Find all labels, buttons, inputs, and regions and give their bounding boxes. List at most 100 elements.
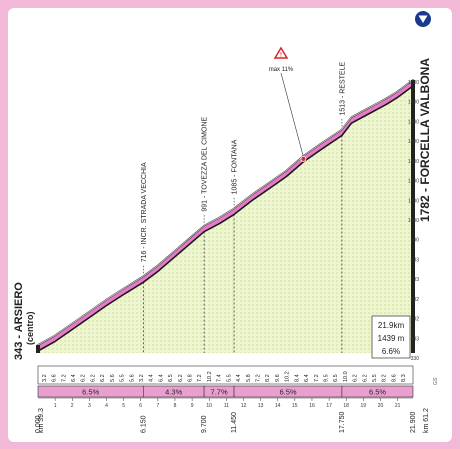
km-tick-label: 12 [241, 403, 247, 409]
road-profile [36, 79, 415, 353]
km-grade-value: 8.3 [401, 374, 407, 382]
max-grade-leader [280, 72, 304, 157]
km-tick-label: 10 [206, 403, 212, 409]
km-grade-value: 7.2 [256, 374, 262, 382]
warning-icon: ! [280, 53, 282, 59]
km-grade-value: 5.5 [372, 374, 378, 382]
km-grade-value: 8.2 [382, 374, 388, 382]
km-grade-value: 7.2 [314, 374, 320, 382]
waypoint-label: 991 - TOVEZZA DEL CIMONE [202, 117, 209, 212]
altitude-tick: 1700 [408, 80, 419, 86]
km-tick-label: 2 [71, 403, 74, 409]
section-grade-strip: 6.5% 4.3% 7.7% 6.5% 6.5% [37, 385, 414, 398]
summary-gain: 1439 m [378, 334, 405, 343]
altitude-tick: 900 [411, 238, 420, 244]
climb-area [38, 86, 413, 353]
start-name: 343 - ARSIERO [13, 282, 25, 360]
km-grade-value: 10.2 [207, 371, 213, 382]
km-tick-label: 6 [139, 403, 142, 409]
km-tick-label: 19 [361, 403, 367, 409]
km-grade-value: 6.2 [90, 374, 96, 382]
section-grade-value: 6.5% [82, 388, 99, 397]
km-tick-label: 20 [378, 403, 384, 409]
km-tick-label: 7 [157, 403, 160, 409]
km-scale-start: km 39.3 [38, 408, 45, 433]
km-grade-value: 6.2 [353, 374, 359, 382]
km-grade-value: 9.6 [275, 374, 281, 382]
km-tick-label: 9 [191, 403, 194, 409]
km-grade-value: 5.6 [110, 374, 116, 382]
waypoint-label: 1513 - RESTELE [339, 62, 346, 116]
km-mark-label: 9.700 [201, 415, 208, 433]
finish-badge-icon [415, 11, 431, 27]
altitude-tick: 532 [411, 317, 420, 323]
km-tick-label: 16 [309, 403, 315, 409]
section-grade-value: 4.3% [165, 388, 182, 397]
km-grade-value: 10.0 [343, 371, 349, 382]
km-mark-label: 21.900 [410, 411, 417, 433]
km-grade-value: 6.4 [158, 374, 164, 382]
km-mark-label: 11.450 [231, 412, 238, 433]
km-grade-value: 6.2 [178, 374, 184, 382]
waypoint-guides: 716 - INCR. STRADA VECCHIA 991 - TOVEZZA … [141, 62, 346, 353]
km-grade-value: 8.6 [391, 374, 397, 382]
max-grade-dot [300, 155, 307, 162]
km-grade-value: 9.5 [324, 374, 330, 382]
km-grade-value: 6.2 [100, 374, 106, 382]
km-grade-value: 6.4 [71, 374, 77, 382]
km-grade-value: 6.4 [304, 374, 310, 382]
km-grade-value: 6.5 [168, 374, 174, 382]
climb-area-fill [38, 86, 413, 353]
summary-distance: 21.9km [378, 321, 405, 330]
altitude-tick: 433 [411, 336, 420, 342]
altitude-tick: 733 [411, 277, 420, 283]
section-grade-value: 6.5% [279, 388, 296, 397]
km-grade-value: 6.2 [81, 374, 87, 382]
km-grade-value: 6.6 [52, 374, 58, 382]
km-grade-strip: 3.2 6.6 7.2 6.4 6.2 6.2 6.2 5.6 5.5 5.6 3.2 4.4 6.4 6… [37, 365, 414, 385]
km-mark-label: 0.000 [35, 415, 42, 433]
altitude-tick: 1300 [408, 159, 419, 165]
altitude-tick: 1000 [408, 218, 419, 224]
km-grade-value: 5.8 [246, 374, 252, 382]
start-sub: (centro) [25, 311, 35, 345]
km-tick-label: 3 [88, 403, 91, 409]
km-scale-end: km 61.2 [423, 408, 430, 433]
start-post [36, 345, 40, 353]
km-grade-value: 4.4 [149, 374, 155, 382]
km-grade-value: 8.4 [294, 374, 300, 382]
km-mark-label: 6.150 [140, 415, 147, 433]
km-tick-label: 8 [174, 403, 177, 409]
km-grade-value: 10.2 [285, 371, 291, 382]
section-grade-value: 6.5% [369, 388, 386, 397]
max-grade-label: max 11% [269, 67, 294, 73]
section-grade-cell [341, 385, 414, 398]
km-grade-value: 8.2 [265, 374, 271, 382]
km-grade-value: 6.8 [188, 374, 194, 382]
km-tick-label: 4 [105, 403, 108, 409]
km-grade-value: 5.5 [120, 374, 126, 382]
km-grade-value: 5.6 [129, 374, 135, 382]
altitude-axis: 330 433 532 632 733 833 900 1000 1100 1200 1300 140… [408, 80, 419, 362]
max-grade-marker: ! max 11% [269, 46, 294, 73]
altitude-tick: 1200 [408, 179, 419, 185]
section-grade-value: 7.7% [211, 388, 228, 397]
km-tick-label: 18 [343, 403, 349, 409]
km-tick-label: 17 [326, 403, 332, 409]
altitude-tick: 1400 [408, 139, 419, 145]
km-mark-label: 17.750 [339, 411, 346, 433]
km-grade-value: 5.5 [226, 374, 232, 382]
road-highlight [37, 79, 414, 346]
start-label: 343 - ARSIERO (centro) [13, 282, 35, 360]
km-grade-value: 6.2 [362, 374, 368, 382]
km-grade-value: 3.2 [139, 374, 145, 382]
km-tick-label: 15 [292, 403, 298, 409]
altitude-tick: 1600 [408, 100, 419, 106]
waypoint-label: 716 - INCR. STRADA VECCHIA [141, 162, 148, 262]
finish-name: 1782 - FORCELLA VALBONA [418, 58, 432, 222]
brand-mark: GS [433, 377, 439, 385]
km-tick-label: 5 [122, 403, 125, 409]
km-grade-value: 4.4 [236, 374, 242, 382]
km-grade-value: 7.2 [197, 374, 203, 382]
